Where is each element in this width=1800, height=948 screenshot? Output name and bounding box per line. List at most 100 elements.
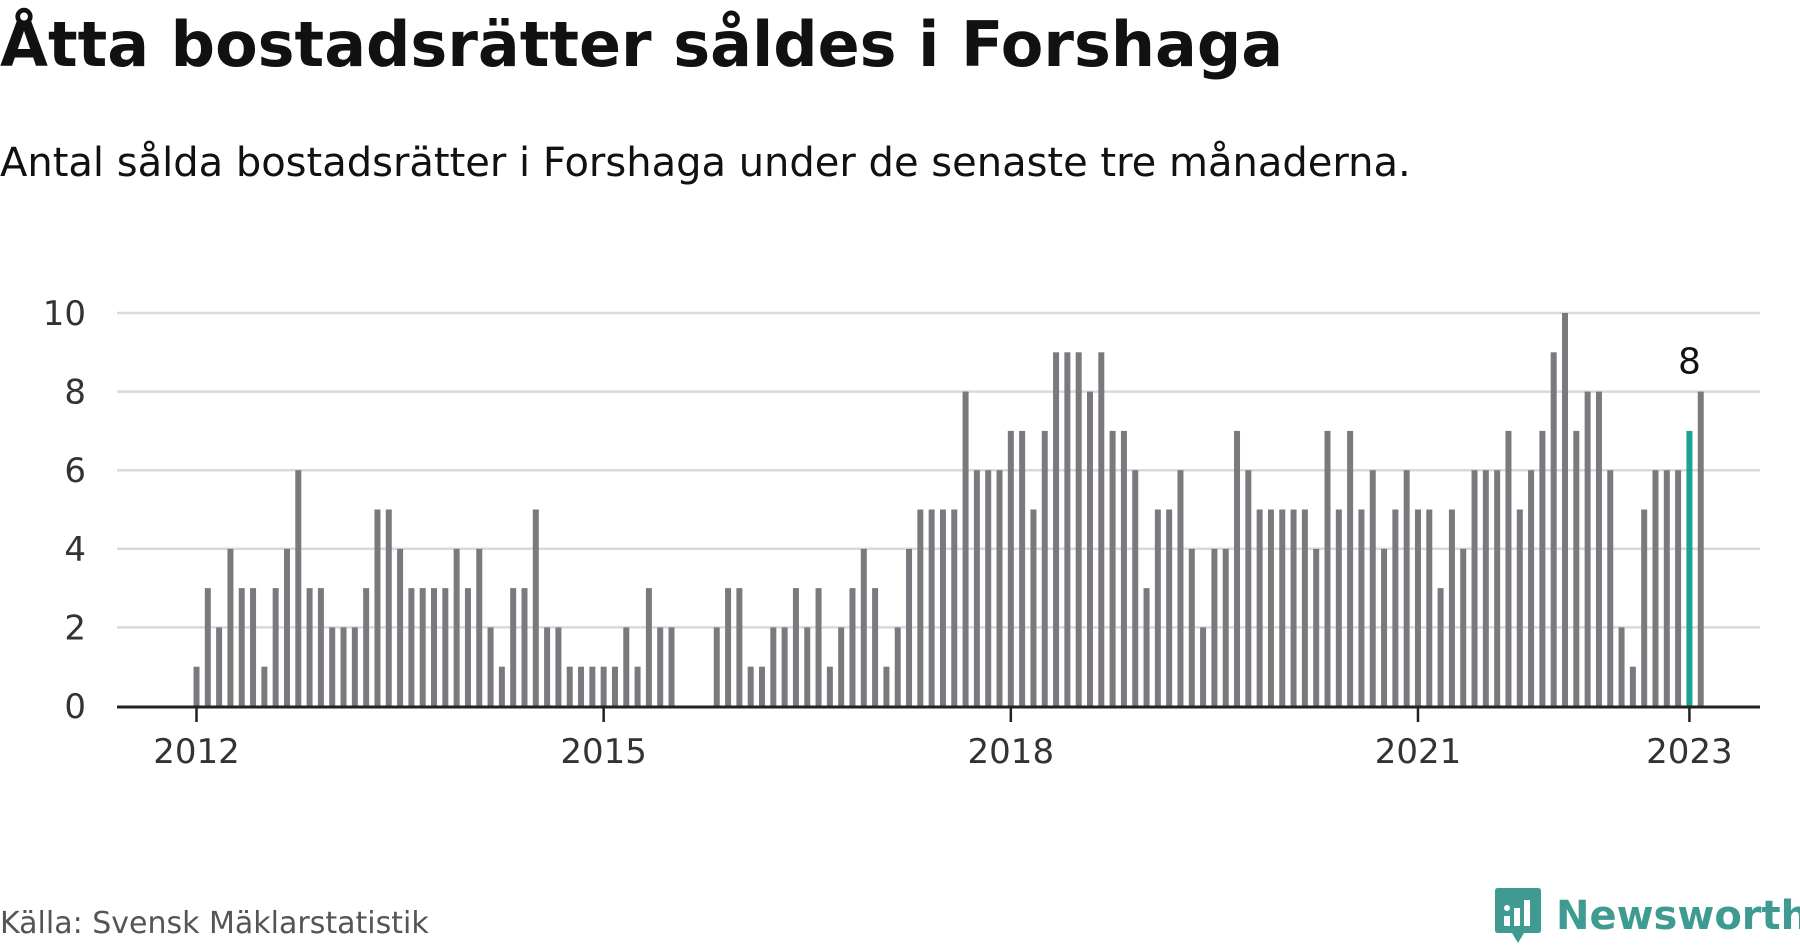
highlight-value-label: 8 — [1678, 342, 1701, 383]
bar — [204, 588, 211, 706]
bar — [1460, 548, 1467, 706]
bar — [1539, 430, 1546, 706]
bar — [1335, 509, 1342, 706]
bar — [939, 509, 946, 706]
bar — [600, 666, 607, 706]
brand-name: Newsworthy — [1556, 893, 1800, 939]
y-tick-label: 6 — [64, 451, 86, 491]
bar — [1414, 509, 1421, 706]
bar — [826, 666, 833, 706]
bar — [1437, 588, 1444, 706]
bar — [419, 588, 426, 706]
source-note: Källa: Svensk Mäklarstatistik — [0, 906, 429, 941]
bar — [464, 588, 471, 706]
y-tick-label: 8 — [64, 373, 86, 413]
bar — [295, 470, 302, 706]
bar — [216, 627, 223, 706]
bar — [1641, 509, 1648, 706]
chart-title: Åtta bostadsrätter såldes i Forshaga — [0, 8, 1284, 81]
bar — [1358, 509, 1365, 706]
bar — [317, 588, 324, 706]
bar-highlight — [1686, 430, 1693, 706]
x-tick-label: 2012 — [153, 732, 240, 772]
bar — [1154, 509, 1161, 706]
bar — [1041, 430, 1048, 706]
bar — [1053, 352, 1060, 706]
bar — [759, 666, 765, 706]
bar — [476, 548, 483, 706]
bar — [657, 627, 664, 706]
gridlines — [117, 311, 1760, 629]
bar — [1652, 470, 1659, 706]
x-tick-label: 2018 — [968, 732, 1055, 772]
bar — [431, 588, 438, 706]
bar — [340, 627, 347, 706]
bar — [555, 627, 562, 706]
bar — [815, 588, 822, 706]
bar — [487, 627, 494, 706]
bar — [1381, 548, 1388, 706]
bar — [261, 666, 268, 706]
bar — [736, 588, 743, 706]
bar — [1595, 391, 1602, 706]
y-tick-label: 0 — [64, 687, 86, 727]
bar — [725, 588, 732, 706]
bar — [713, 627, 720, 706]
bar — [363, 588, 370, 706]
bar — [521, 588, 528, 706]
bar — [283, 548, 290, 706]
bar — [1245, 470, 1252, 706]
bar — [1403, 470, 1410, 706]
x-tick-label: 2023 — [1646, 732, 1733, 772]
bar — [1075, 352, 1082, 706]
bar — [1482, 470, 1489, 706]
bar — [272, 588, 279, 706]
bar — [951, 509, 958, 706]
bar — [906, 548, 913, 706]
bar — [1528, 470, 1535, 706]
bar — [1392, 509, 1399, 706]
bar — [1448, 509, 1455, 706]
bar — [397, 548, 404, 706]
bar — [1550, 352, 1557, 706]
bar — [770, 627, 777, 706]
bar — [1007, 430, 1014, 706]
chart-subtitle: Antal sålda bostadsrätter i Forshaga und… — [0, 140, 1411, 186]
bar — [1426, 509, 1433, 706]
bar — [453, 548, 460, 706]
bar — [1256, 509, 1263, 706]
bar — [544, 627, 551, 706]
bar — [1120, 430, 1127, 706]
bar — [1279, 509, 1286, 706]
bar — [838, 627, 845, 706]
y-tick-label: 10 — [43, 294, 86, 334]
bar — [566, 666, 573, 706]
bar — [227, 548, 234, 706]
y-tick-label: 2 — [64, 608, 86, 648]
bar — [374, 509, 381, 706]
bar — [1177, 470, 1184, 706]
bar — [1086, 391, 1093, 706]
bar — [883, 666, 890, 706]
bar — [928, 509, 935, 706]
bar — [1573, 430, 1580, 706]
bar — [589, 666, 596, 706]
bar — [1109, 430, 1116, 706]
bar — [1347, 430, 1354, 706]
bar — [1098, 352, 1105, 706]
bar — [1211, 548, 1218, 706]
bar — [985, 470, 992, 706]
bar — [1584, 391, 1591, 706]
bar — [781, 627, 788, 706]
bar — [1132, 470, 1139, 706]
brand-logo[interactable]: Newsworthy — [1494, 886, 1800, 946]
bar — [1494, 470, 1501, 706]
bar — [1629, 666, 1636, 706]
x-tick-label: 2015 — [560, 732, 647, 772]
bar — [238, 588, 245, 706]
bar — [498, 666, 505, 706]
bar — [645, 588, 652, 706]
bar — [329, 627, 336, 706]
bar — [849, 588, 856, 706]
